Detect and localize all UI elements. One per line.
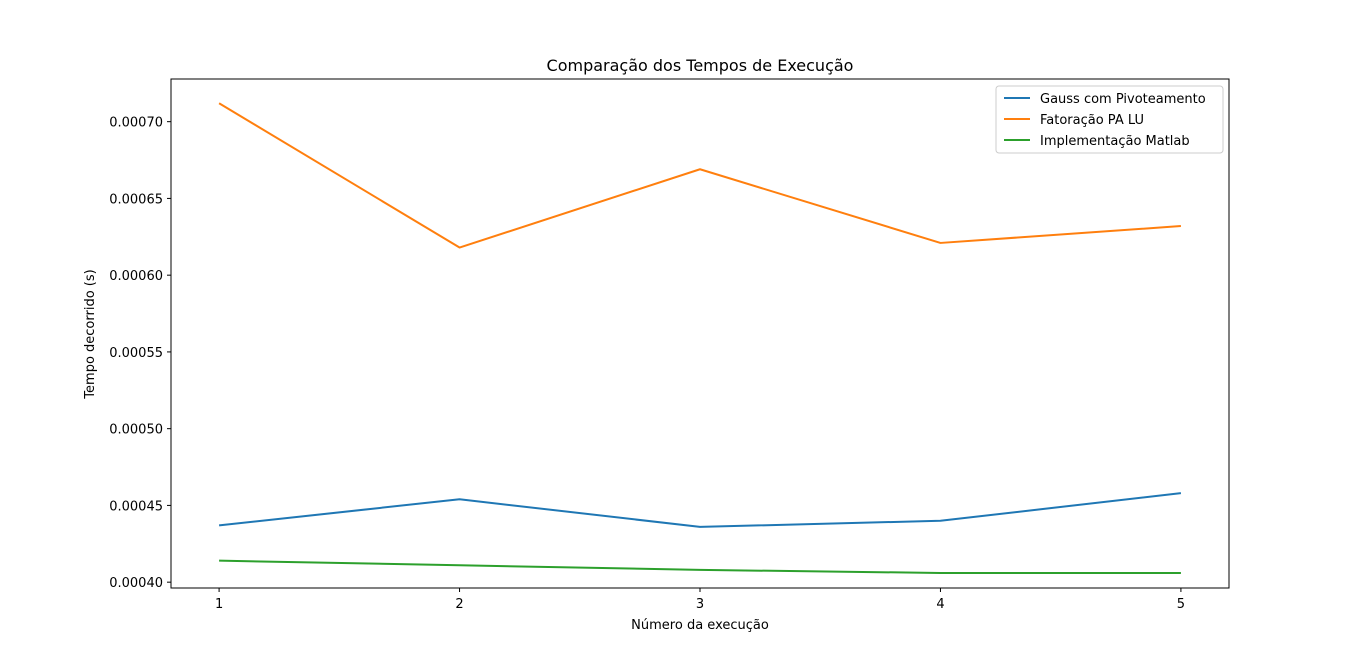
y-axis-ticks: 0.00040 0.00045 0.00050 0.00055 0.00060 0.000… bbox=[109, 116, 171, 591]
series-line-gauss bbox=[218, 492, 1182, 528]
chart-title: Comparação dos Tempos de Execução bbox=[547, 56, 854, 75]
y-tick-label: 0.00070 bbox=[109, 116, 163, 131]
y-tick-label: 0.00065 bbox=[109, 192, 163, 207]
legend-label-gauss: Gauss com Pivoteamento bbox=[1040, 92, 1206, 107]
legend-label-matlab: Implementação Matlab bbox=[1040, 134, 1190, 149]
x-tick-label: 2 bbox=[455, 597, 463, 612]
y-tick-label: 0.00060 bbox=[109, 269, 163, 284]
y-tick-label: 0.00050 bbox=[109, 423, 163, 438]
series-line-palu bbox=[218, 102, 1181, 249]
x-tick-label: 1 bbox=[215, 597, 223, 612]
x-tick-label: 4 bbox=[936, 597, 944, 612]
x-axis-ticks: 1 2 3 4 5 bbox=[215, 588, 1185, 612]
legend: Gauss com Pivoteamento Fatoração PA LU I… bbox=[995, 85, 1224, 154]
x-tick-label: 5 bbox=[1177, 597, 1185, 612]
x-tick-label: 3 bbox=[696, 597, 704, 612]
legend-label-palu: Fatoração PA LU bbox=[1040, 113, 1144, 128]
series-lines bbox=[218, 102, 1182, 574]
y-tick-label: 0.00055 bbox=[109, 346, 163, 361]
x-axis-label: Número da execução bbox=[631, 618, 769, 633]
y-tick-label: 0.00045 bbox=[109, 499, 163, 514]
legend-box bbox=[995, 85, 1224, 154]
series-line-matlab bbox=[219, 559, 1181, 574]
y-tick-label: 0.00040 bbox=[109, 576, 163, 591]
y-axis-label: Tempo decorrido (s) bbox=[83, 269, 98, 399]
